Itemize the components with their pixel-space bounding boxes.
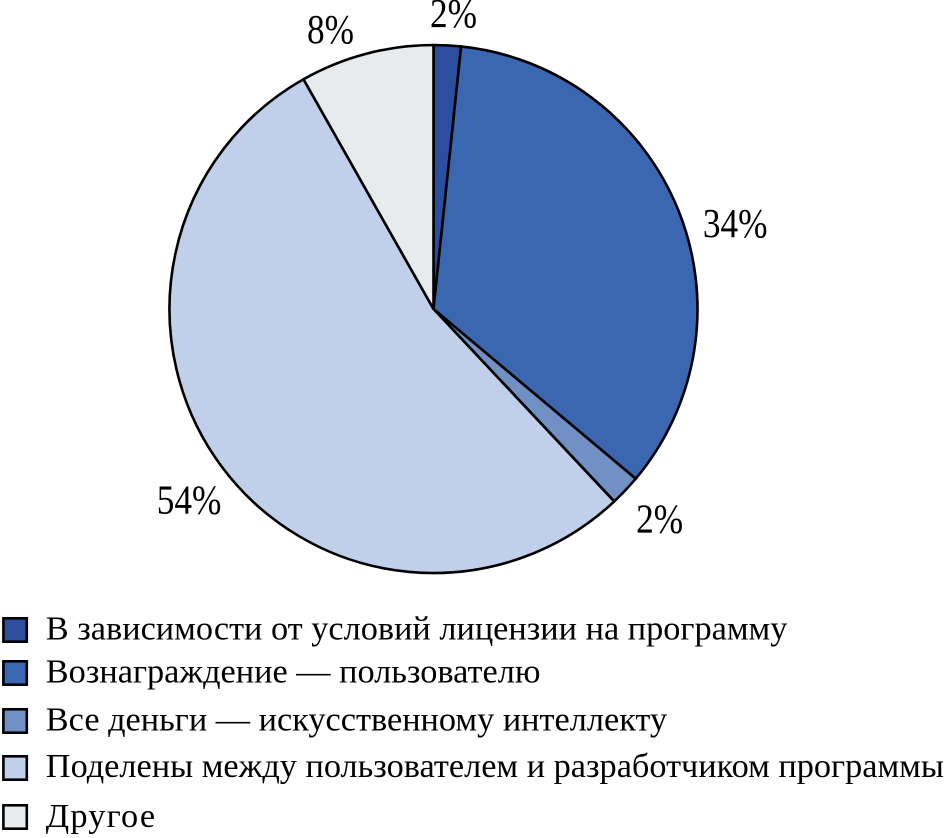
svg-text:Все деньги — искусственному ин: Все деньги — искусственному интеллекту [46,701,668,739]
svg-text:2%: 2% [430,0,477,37]
svg-text:34%: 34% [703,201,768,246]
svg-text:Другое: Другое [46,797,156,835]
svg-text:8%: 8% [307,8,354,53]
svg-text:54%: 54% [157,478,222,523]
svg-text:В зависимости от условий лицен: В зависимости от условий лицензии на про… [46,609,788,647]
svg-text:Вознаграждение — пользователю: Вознаграждение — пользователю [46,652,541,690]
svg-text:Поделены между пользователем и: Поделены между пользователем и разработч… [46,747,944,785]
svg-text:2%: 2% [636,497,683,542]
